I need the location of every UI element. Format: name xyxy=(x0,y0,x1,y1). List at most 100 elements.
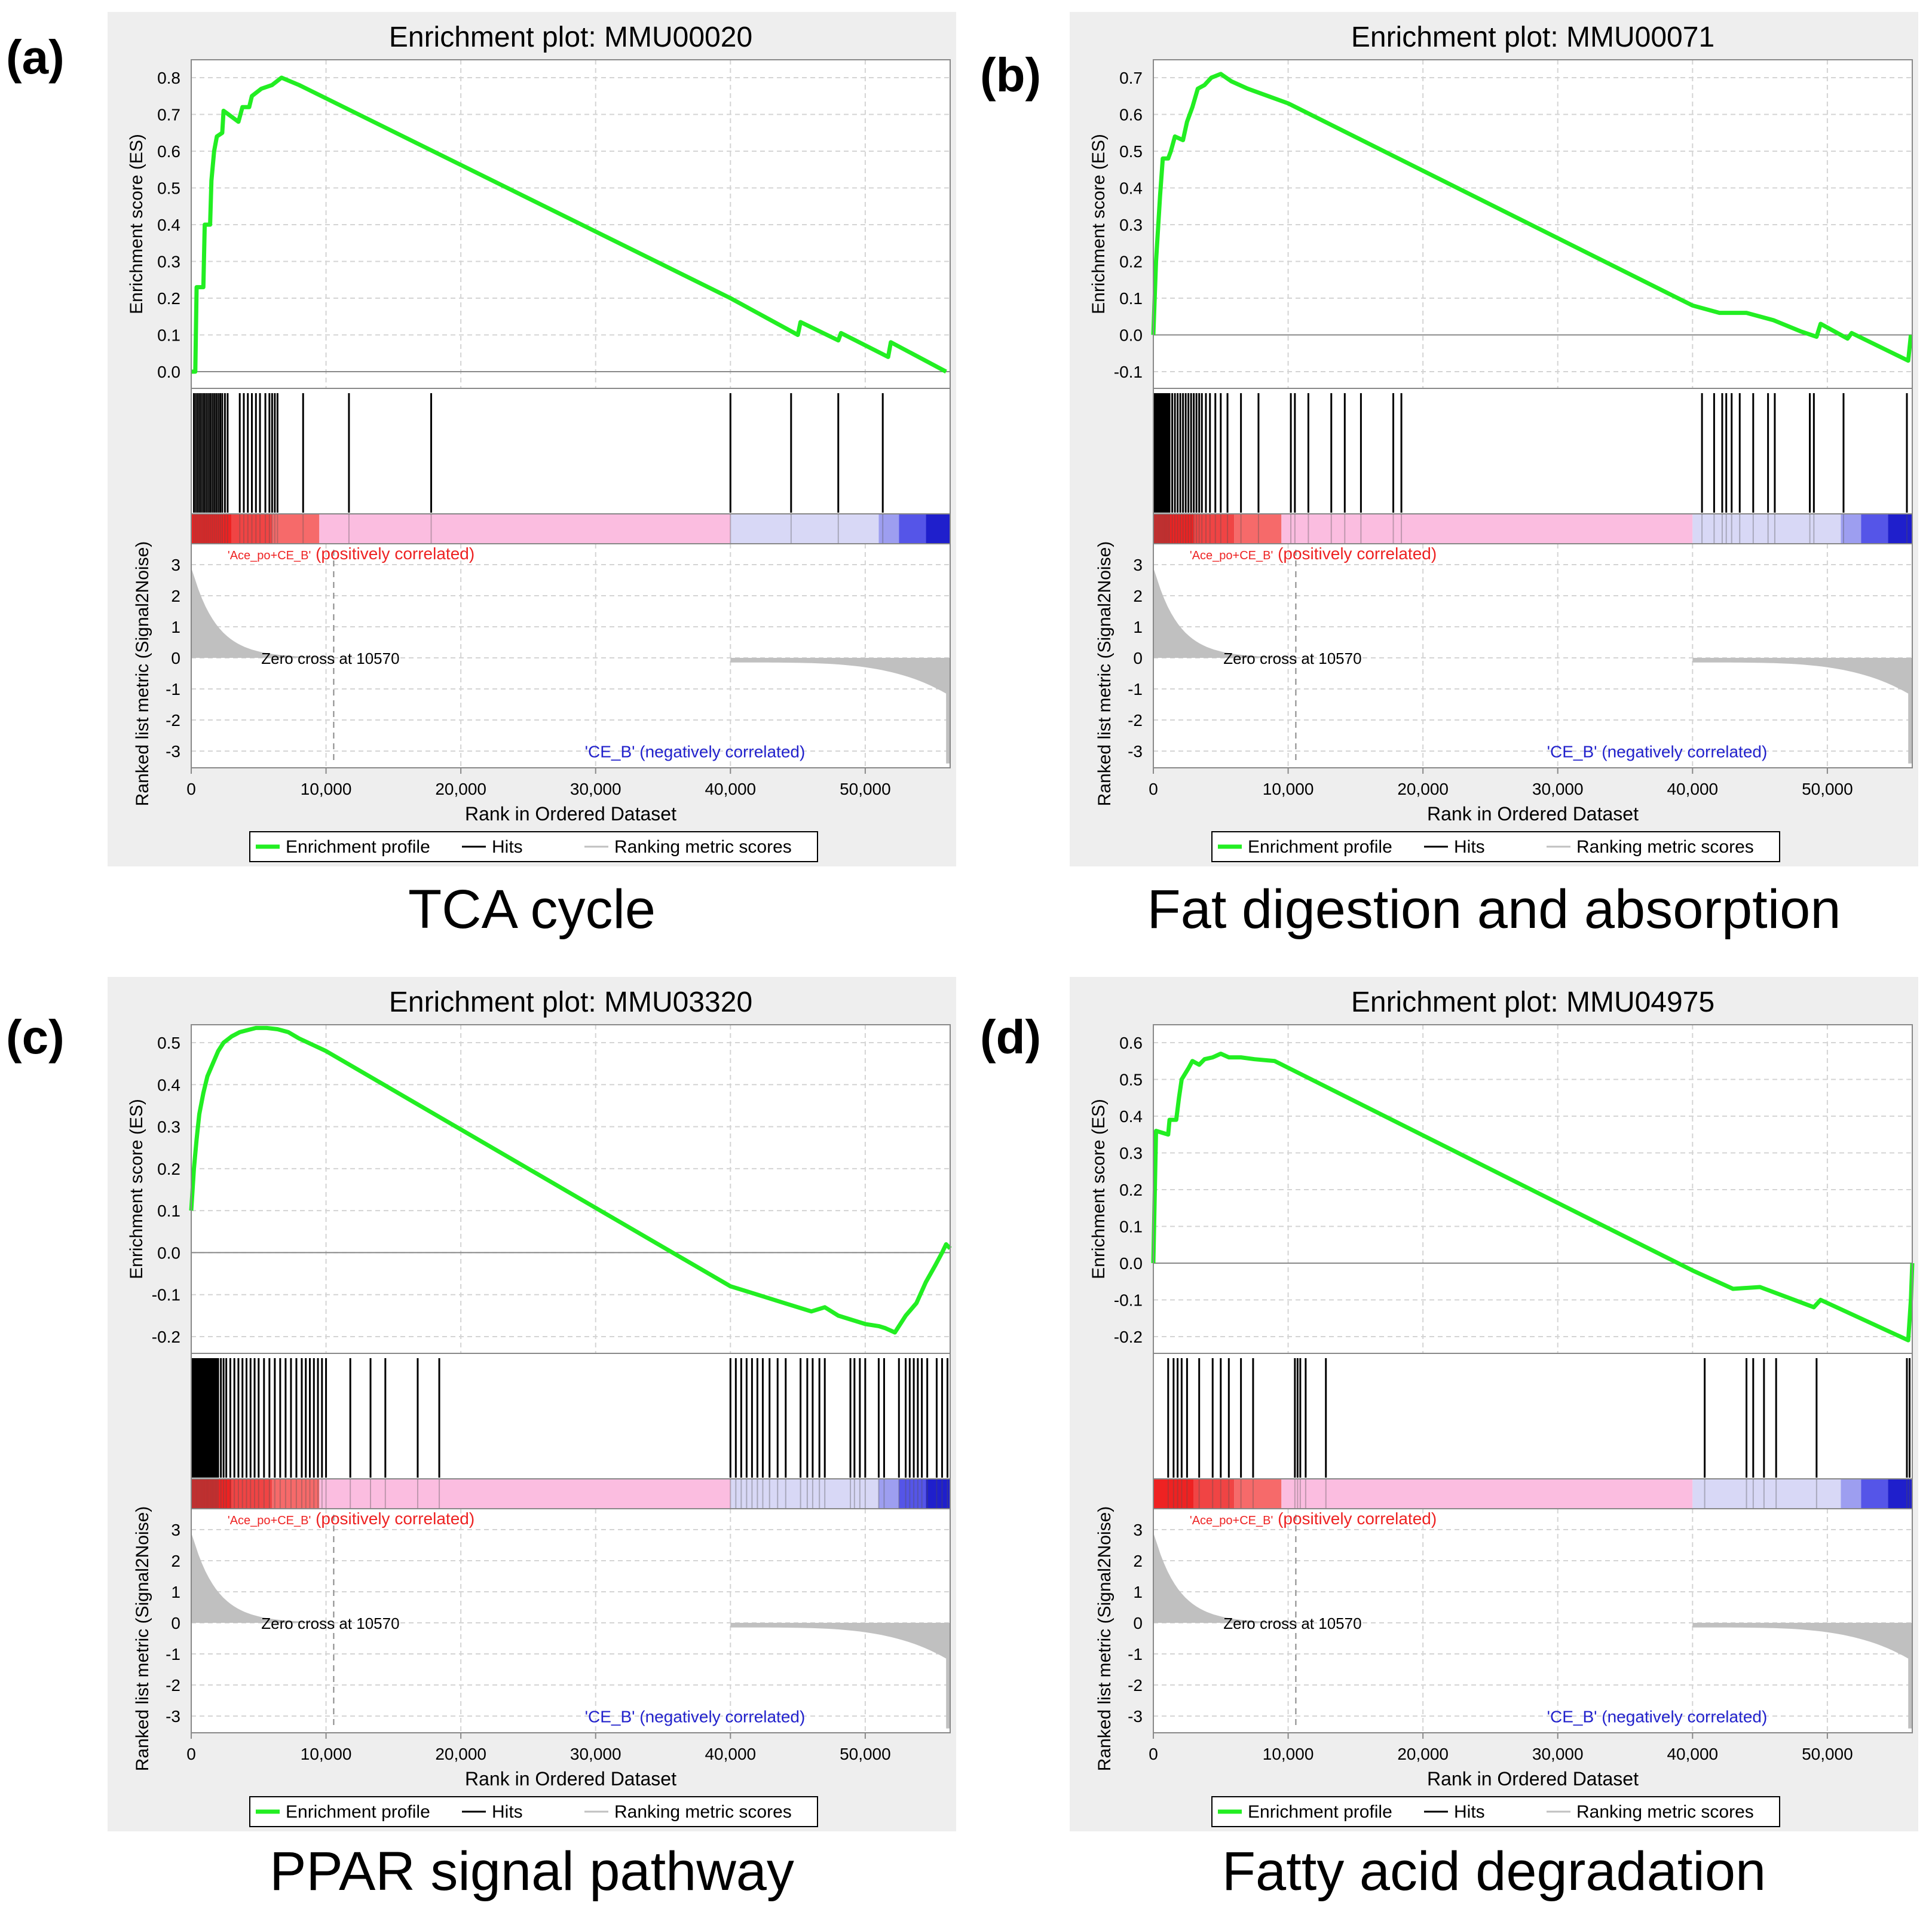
y-tick-label: -0.1 xyxy=(1114,363,1143,381)
legend-box xyxy=(249,1796,818,1827)
ranking-color-segment xyxy=(1281,514,1693,544)
rank-tick-label: 3 xyxy=(171,556,180,574)
y-tick-label: 0.4 xyxy=(1119,179,1143,198)
ranking-color-segment xyxy=(1692,1479,1841,1509)
y-tick-label: -0.1 xyxy=(152,1286,180,1304)
ranking-color-segment xyxy=(730,1479,879,1509)
legend-box xyxy=(249,831,818,862)
y-axis-label-es: Enrichment score (ES) xyxy=(127,1099,146,1279)
x-tick-label: 30,000 xyxy=(570,1745,621,1763)
rank-tick-label: -3 xyxy=(1128,742,1143,761)
x-tick-label: 10,000 xyxy=(1263,780,1314,798)
rank-tick-label: 1 xyxy=(1133,1583,1143,1601)
caption-a: TCA cycle xyxy=(408,879,656,940)
ranking-metric-positive xyxy=(1153,1533,1296,1623)
x-tick-label: 20,000 xyxy=(1397,780,1449,798)
x-tick-label: 40,000 xyxy=(705,780,756,798)
plot-area xyxy=(191,60,950,768)
enrichment-plot-a: Enrichment plot: MMU00020 0.8 0.7 0.6 0.5 0.4… xyxy=(127,22,951,862)
rank-tick-label: 2 xyxy=(1133,587,1143,605)
enrichment-plot-c: Enrichment plot: MMU03320 0.5 0.4 0.3 0.2 0.1… xyxy=(127,986,952,1827)
panel-a: Enrichment plot: MMU00020 0.8 0.7 0.6 0.5 0.4… xyxy=(108,12,956,866)
legend-box xyxy=(1211,831,1780,862)
rank-tick-label: 0 xyxy=(1133,649,1143,667)
ranking-color-segment xyxy=(1841,514,1861,544)
y-tick-label: 0.0 xyxy=(157,363,180,381)
y-tick-label: 0.4 xyxy=(157,216,180,234)
zero-cross-label: Zero cross at 10570 xyxy=(261,1614,399,1632)
rank-tick-label: 2 xyxy=(171,587,180,605)
x-axis-label: Rank in Ordered Dataset xyxy=(465,803,676,825)
y-tick-label: 0.3 xyxy=(1119,216,1143,234)
y-tick-label: 0.5 xyxy=(157,179,180,198)
ranking-color-segment xyxy=(1234,514,1282,544)
negative-correlation-label: 'CE_B' (negatively correlated) xyxy=(1547,742,1768,761)
legend-profile-label: Enrichment profile xyxy=(286,837,430,857)
x-tick-label: 10,000 xyxy=(301,1745,352,1763)
x-tick-label: 50,000 xyxy=(1802,780,1853,798)
y-tick-label: 0.1 xyxy=(157,1202,180,1220)
y-axis-label-es: Enrichment score (ES) xyxy=(1089,1099,1109,1279)
x-tick-label: 0 xyxy=(186,780,196,798)
plot-area xyxy=(1153,60,1912,768)
rank-tick-label: 2 xyxy=(171,1552,180,1570)
panel-d: Enrichment plot: MMU04975 0.6 0.5 0.4 0.3 0.2… xyxy=(1070,977,1918,1831)
panel-letter-d: (d) xyxy=(980,1010,1042,1064)
enrichment-plot-b: Enrichment plot: MMU00071 0.7 0.6 0.5 0.4 0.3… xyxy=(1089,22,1913,862)
ranking-metric-positive xyxy=(191,568,334,658)
ranking-color-segment xyxy=(272,1479,320,1509)
rank-tick-label: -1 xyxy=(1128,680,1143,698)
zero-cross-label: Zero cross at 10570 xyxy=(1223,649,1361,667)
x-tick-label: 0 xyxy=(186,1745,196,1763)
ranking-color-segment xyxy=(1153,514,1194,544)
x-tick-label: 50,000 xyxy=(840,1745,891,1763)
enrichment-plot-d: Enrichment plot: MMU04975 0.6 0.5 0.4 0.3 0.2… xyxy=(1089,986,1915,1827)
x-tick-label: 20,000 xyxy=(435,1745,486,1763)
enrichment-profile-line xyxy=(1151,1052,1915,1343)
x-tick-label: 50,000 xyxy=(840,780,891,798)
zero-cross-label: Zero cross at 10570 xyxy=(1223,1614,1361,1632)
rank-tick-label: -1 xyxy=(166,680,180,698)
y-tick-label: 0.0 xyxy=(1119,1254,1143,1273)
x-tick-label: 0 xyxy=(1149,1745,1158,1763)
legend-profile-label: Enrichment profile xyxy=(1248,837,1392,857)
y-tick-label: -0.2 xyxy=(1114,1328,1143,1346)
rank-tick-label: -1 xyxy=(1128,1645,1143,1663)
legend-profile-label: Enrichment profile xyxy=(1248,1802,1392,1822)
y-tick-label: 0.0 xyxy=(157,1243,180,1262)
positive-correlation-label: 'Ace_po+CE_B' (positively correlated) xyxy=(1190,544,1437,563)
y-tick-label: 0.4 xyxy=(1119,1107,1143,1126)
x-tick-label: 40,000 xyxy=(705,1745,756,1763)
y-tick-label: 0.3 xyxy=(157,1118,180,1136)
plot-area xyxy=(1153,1025,1912,1733)
ranking-color-segment xyxy=(1193,1479,1235,1509)
ranking-color-segment xyxy=(1692,514,1841,544)
x-tick-label: 30,000 xyxy=(570,780,621,798)
ranking-metric-positive xyxy=(191,1533,334,1623)
legend-hits-label: Hits xyxy=(1454,837,1485,857)
y-tick-label: 0.3 xyxy=(157,253,180,271)
y-tick-label: 0.6 xyxy=(157,142,180,161)
y-tick-label: 0.7 xyxy=(157,106,180,124)
plot-frame xyxy=(1153,1508,1913,1733)
ranking-color-segment xyxy=(1234,1479,1282,1509)
legend-metric-label: Ranking metric scores xyxy=(614,837,792,857)
caption-d: Fatty acid degradation xyxy=(1221,1841,1766,1902)
rank-tick-label: 3 xyxy=(171,1521,180,1539)
y-tick-label: 0.2 xyxy=(1119,253,1143,271)
rank-tick-label: -2 xyxy=(166,711,180,730)
rank-tick-label: -1 xyxy=(166,1645,180,1663)
rank-tick-label: -3 xyxy=(1128,1707,1143,1726)
ranking-color-segment xyxy=(899,1479,926,1509)
negative-correlation-label: 'CE_B' (negatively correlated) xyxy=(585,742,806,761)
ranking-color-segment xyxy=(878,1479,899,1509)
plot-frame xyxy=(191,543,951,768)
negative-correlation-label: 'CE_B' (negatively correlated) xyxy=(585,1707,806,1726)
x-tick-label: 30,000 xyxy=(1532,1745,1584,1763)
y-tick-label: 0.7 xyxy=(1119,69,1143,87)
x-tick-label: 40,000 xyxy=(1667,1745,1718,1763)
x-axis-label: Rank in Ordered Dataset xyxy=(1427,803,1639,825)
x-tick-label: 0 xyxy=(1149,780,1158,798)
ranking-metric-positive xyxy=(1153,568,1296,658)
y-tick-label: 0.2 xyxy=(157,289,180,308)
